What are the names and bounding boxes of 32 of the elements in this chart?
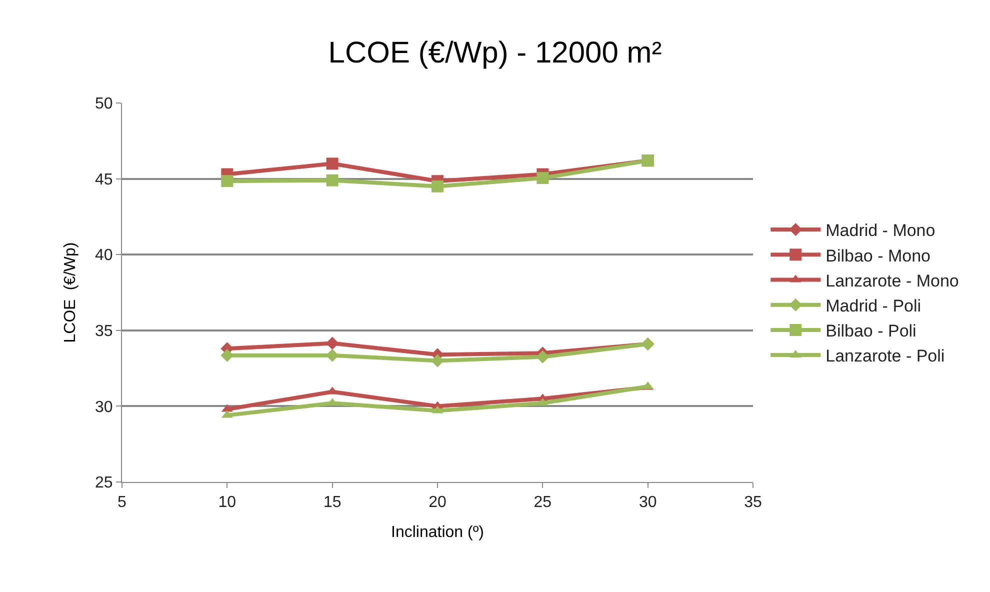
legend-label: Lanzarote - Mono xyxy=(826,271,959,290)
x-axis-title: Inclination (º) xyxy=(391,524,484,541)
y-tick-label: 30 xyxy=(95,398,113,416)
point xyxy=(326,348,339,362)
legend-label: Lanzarote - Poli xyxy=(826,346,945,366)
y-tick-label: 35 xyxy=(95,323,113,340)
x-tick-label: 20 xyxy=(428,494,446,512)
x-tick-label: 25 xyxy=(534,494,552,512)
point xyxy=(221,175,234,188)
x-tick-label: 5 xyxy=(118,494,127,512)
legend-label: Madrid - Poli xyxy=(826,296,922,316)
point xyxy=(536,172,549,184)
legend-label: Bilbao - Mono xyxy=(826,246,931,266)
x-tick-label: 35 xyxy=(744,494,762,512)
y-tick-label: 40 xyxy=(95,247,113,264)
point xyxy=(326,336,339,350)
y-tick-label: 50 xyxy=(95,96,113,113)
y-tick-label: 25 xyxy=(95,474,113,492)
chart-title: LCOE (€/Wp) - 12000 m² xyxy=(328,36,662,70)
legend-label: Madrid - Mono xyxy=(826,221,936,240)
x-tick-label: 15 xyxy=(323,494,342,512)
y-axis-title: LCOE (€/Wp) xyxy=(62,242,79,343)
x-tick-label: 10 xyxy=(218,494,236,512)
legend-label: Bilbao - Poli xyxy=(826,322,916,341)
x-tick-label: 30 xyxy=(638,494,657,512)
point xyxy=(326,158,338,170)
point xyxy=(432,180,444,192)
point xyxy=(536,350,550,364)
y-tick-label: 45 xyxy=(95,171,113,188)
point xyxy=(431,354,444,368)
point xyxy=(326,174,338,186)
point xyxy=(220,348,234,362)
